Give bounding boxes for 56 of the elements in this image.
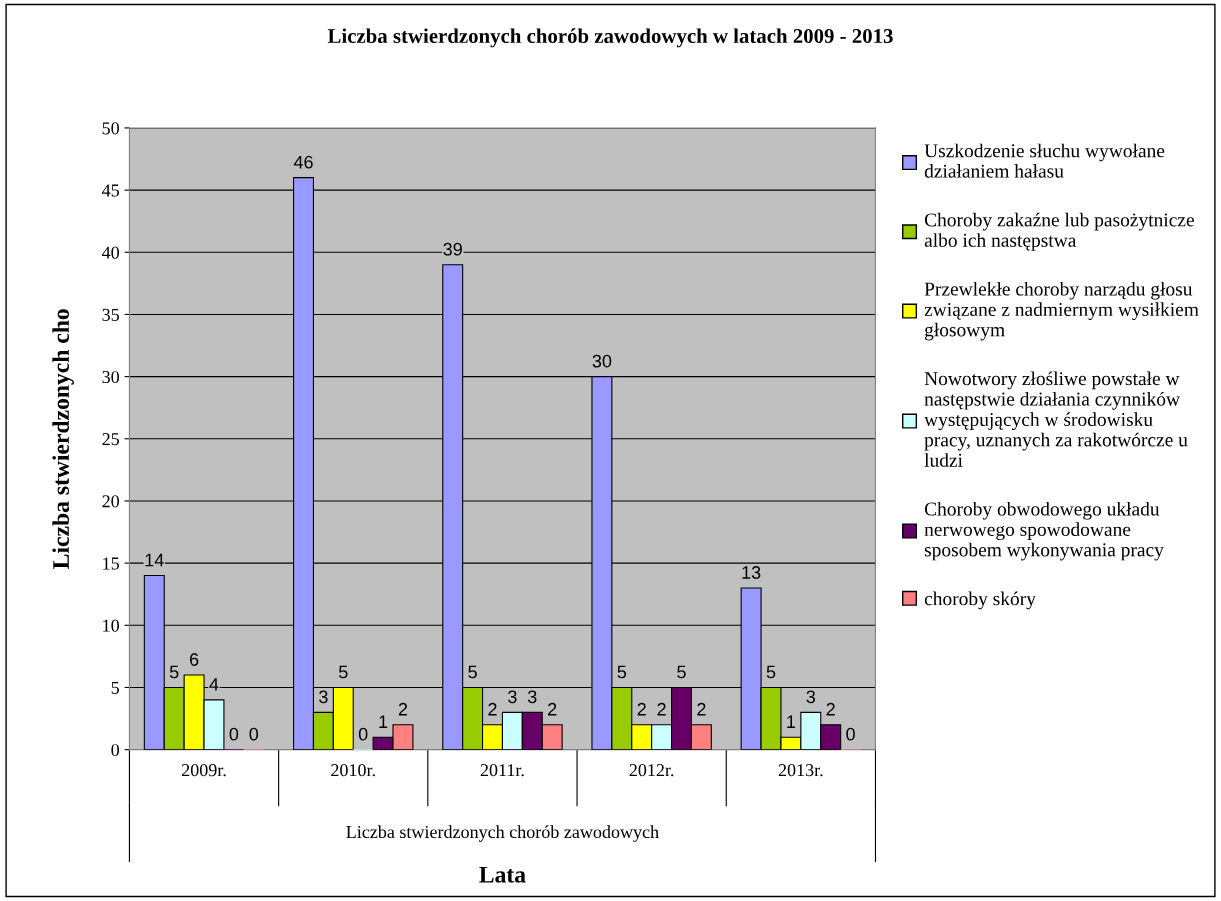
y-tick-label: 0 xyxy=(111,743,120,757)
data-label: 3 xyxy=(806,690,816,704)
y-tick-label: 25 xyxy=(102,433,119,446)
data-label: 3 xyxy=(319,690,328,704)
legend-label: Choroby zakaźne lub pasożytnicze albo ich następstwa xyxy=(924,212,1194,251)
legend-label: Uszkodzenie słuchu wywołane działaniem hałasu xyxy=(924,143,1165,178)
data-label: 6 xyxy=(189,653,199,666)
data-label: 30 xyxy=(592,354,612,368)
y-tick-label: 20 xyxy=(102,495,120,508)
y-tick-label: 10 xyxy=(103,619,120,632)
y-axis-title: Liczba stwierdzonych cho xyxy=(52,309,74,569)
data-label: 2 xyxy=(697,702,706,716)
y-tick-label: 40 xyxy=(102,246,120,259)
data-label: 2 xyxy=(657,702,666,716)
data-label: 1 xyxy=(787,715,796,728)
y-tick-label: 50 xyxy=(102,122,120,135)
data-label: 2 xyxy=(637,702,646,716)
x-tick-label: 2010r. xyxy=(331,764,375,777)
data-label: 2 xyxy=(488,702,497,716)
data-label: 0 xyxy=(846,727,855,741)
x-tick-label: 2013r. xyxy=(778,764,823,777)
data-label: 0 xyxy=(249,727,259,741)
data-label: 5 xyxy=(468,665,477,679)
data-label: 5 xyxy=(677,665,686,679)
legend-label: Przewlekłe choroby narządu głosu związane z nadmiernym wysiłkiem głosowym xyxy=(924,281,1199,341)
x-tick-label: 2009r. xyxy=(182,764,226,777)
legend-label: Nowotwory złośliwe powstałe w następstwie działania czynników występujących w środowisku pracy, uznanych za rakotwórcze u ludzi xyxy=(924,371,1188,467)
data-label: 0 xyxy=(229,727,239,741)
data-label: 13 xyxy=(742,566,761,579)
y-tick-label: 30 xyxy=(102,370,120,384)
x-tick-label: 2012r. xyxy=(629,764,674,777)
data-label: 46 xyxy=(293,155,313,169)
x-tick-label: 2011r. xyxy=(480,764,524,777)
data-label: 3 xyxy=(508,690,517,704)
legend-label: choroby skóry xyxy=(924,591,1036,610)
data-label: 2 xyxy=(398,702,408,716)
data-label: 5 xyxy=(169,665,179,679)
data-label: 5 xyxy=(766,665,776,679)
data-label: 5 xyxy=(338,665,348,679)
data-label: 4 xyxy=(209,678,219,691)
y-tick-label: 35 xyxy=(102,308,119,321)
y-tick-label: 5 xyxy=(111,681,119,694)
data-label: 1 xyxy=(379,715,388,728)
data-label: 14 xyxy=(145,553,164,567)
data-label: 5 xyxy=(617,665,627,679)
text: Liczba stwierdzonych chorób zawodowych xyxy=(346,825,659,842)
data-label: 39 xyxy=(443,242,462,256)
y-tick-label: 45 xyxy=(102,184,119,197)
legend-label: Choroby obwodowego układu nerwowego spowodowane sposobem wykonywania pracy xyxy=(924,501,1164,561)
data-label: 3 xyxy=(527,690,537,704)
y-tick-label: 15 xyxy=(103,557,119,570)
data-label: 2 xyxy=(548,702,557,716)
x-axis-title: Lata xyxy=(479,866,526,883)
data-label: 2 xyxy=(826,702,835,716)
data-label: 0 xyxy=(358,727,368,741)
chart-title: Liczba stwierdzonych chorób zawodowych w latach 2009 - 2013 xyxy=(327,28,893,48)
